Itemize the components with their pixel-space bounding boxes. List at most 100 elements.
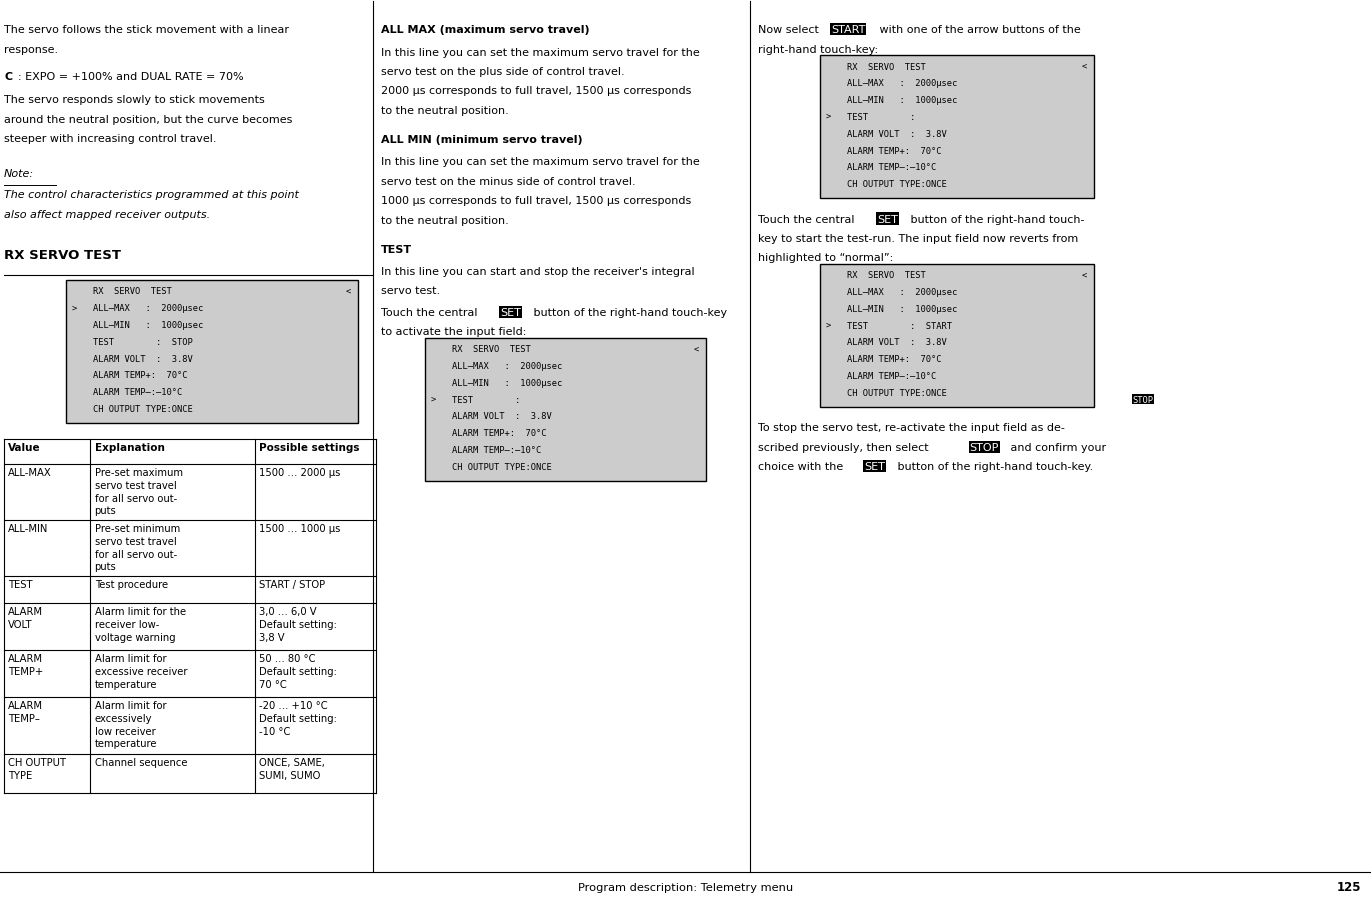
Text: 1000 µs corresponds to full travel, 1500 µs corresponds: 1000 µs corresponds to full travel, 1500… [381,196,691,206]
Text: Pre-set minimum
servo test travel
for all servo out-
puts: Pre-set minimum servo test travel for al… [95,523,180,572]
Text: button of the right-hand touch-key.: button of the right-hand touch-key. [894,462,1093,472]
Text: CH OUTPUT TYPE:ONCE: CH OUTPUT TYPE:ONCE [847,389,947,398]
Text: ALARM TEMP+:  70°C: ALARM TEMP+: 70°C [847,146,942,155]
Text: right-hand touch-key:: right-hand touch-key: [758,44,879,55]
Text: Pre-set maximum
servo test travel
for all servo out-
puts: Pre-set maximum servo test travel for al… [95,467,182,516]
Text: Touch the central: Touch the central [381,308,481,318]
Text: : EXPO = +100% and DUAL RATE = 70%: : EXPO = +100% and DUAL RATE = 70% [18,72,244,82]
FancyBboxPatch shape [820,56,1094,198]
Text: also affect mapped receiver outputs.: also affect mapped receiver outputs. [4,209,210,219]
Text: choice with the: choice with the [758,462,847,472]
Text: ALL-MAX: ALL-MAX [8,467,52,477]
Text: ALARM TEMP–:–10°C: ALARM TEMP–:–10°C [847,163,936,172]
Text: CH OUTPUT TYPE:ONCE: CH OUTPUT TYPE:ONCE [93,404,193,413]
Text: ALARM TEMP+:  70°C: ALARM TEMP+: 70°C [847,354,942,364]
Text: >: > [825,321,831,330]
Text: TEST        :  START: TEST : START [847,321,953,330]
Text: RX  SERVO  TEST: RX SERVO TEST [847,62,925,71]
Text: response.: response. [4,44,58,55]
Text: In this line you can start and stop the receiver's integral: In this line you can start and stop the … [381,267,695,277]
Text: <: < [345,287,351,296]
Text: Touch the central: Touch the central [758,215,858,225]
Text: <: < [1082,62,1087,71]
Text: SET: SET [864,462,884,472]
Text: -20 … +10 °C
Default setting:
-10 °C: -20 … +10 °C Default setting: -10 °C [259,700,337,736]
Text: Program description: Telemetry menu: Program description: Telemetry menu [579,881,792,892]
Text: to activate the input field:: to activate the input field: [381,327,526,336]
Text: <: < [1082,271,1087,280]
Text: ALL MIN (minimum servo travel): ALL MIN (minimum servo travel) [381,134,583,145]
Text: Note:: Note: [4,169,34,179]
Text: with one of the arrow buttons of the: with one of the arrow buttons of the [876,25,1080,35]
Text: scribed previously, then select: scribed previously, then select [758,442,932,452]
Text: >: > [825,113,831,122]
Text: The servo follows the stick movement with a linear: The servo follows the stick movement wit… [4,25,289,35]
Text: ALARM TEMP+:  70°C: ALARM TEMP+: 70°C [93,371,188,380]
Text: ALARM TEMP–:–10°C: ALARM TEMP–:–10°C [93,388,182,397]
Text: RX SERVO TEST: RX SERVO TEST [4,248,121,262]
Text: START / STOP: START / STOP [259,579,325,589]
Text: CH OUTPUT TYPE:ONCE: CH OUTPUT TYPE:ONCE [452,462,553,471]
Text: >: > [71,304,77,313]
Text: Alarm limit for
excessive receiver
temperature: Alarm limit for excessive receiver tempe… [95,653,186,689]
Text: ALARM TEMP–:–10°C: ALARM TEMP–:–10°C [847,372,936,381]
Text: C: C [4,72,12,82]
Text: RX  SERVO  TEST: RX SERVO TEST [847,271,925,280]
Text: ALARM VOLT  :  3.8V: ALARM VOLT : 3.8V [847,338,947,347]
Text: ALL–MAX   :  2000μsec: ALL–MAX : 2000μsec [847,79,957,88]
Text: Test procedure: Test procedure [95,579,167,589]
Text: The servo responds slowly to stick movements: The servo responds slowly to stick movem… [4,95,265,105]
Text: to the neutral position.: to the neutral position. [381,106,509,115]
Text: 1500 … 1000 µs: 1500 … 1000 µs [259,523,340,533]
Text: TEST        :  STOP: TEST : STOP [93,337,193,346]
Text: ALARM
VOLT: ALARM VOLT [8,606,44,629]
Text: ALL–MAX   :  2000μsec: ALL–MAX : 2000μsec [847,288,957,297]
Text: SET: SET [500,308,521,318]
Text: 2000 µs corresponds to full travel, 1500 µs corresponds: 2000 µs corresponds to full travel, 1500… [381,87,691,97]
Text: Channel sequence: Channel sequence [95,757,186,767]
Text: In this line you can set the maximum servo travel for the: In this line you can set the maximum ser… [381,48,699,58]
Text: ALL–MAX   :  2000μsec: ALL–MAX : 2000μsec [93,304,203,313]
Text: TEST: TEST [381,244,413,254]
Text: STOP: STOP [969,442,999,452]
Text: START: START [831,25,865,35]
Text: ALL–MIN   :  1000μsec: ALL–MIN : 1000μsec [452,378,562,387]
Text: In this line you can set the maximum servo travel for the: In this line you can set the maximum ser… [381,157,699,167]
Text: and confirm your: and confirm your [1006,442,1106,452]
FancyBboxPatch shape [425,338,706,481]
Text: >: > [430,395,436,404]
Text: Possible settings: Possible settings [259,442,359,452]
Text: ALL MAX (maximum servo travel): ALL MAX (maximum servo travel) [381,25,590,35]
Text: TEST        :: TEST : [847,113,925,122]
Text: ALARM VOLT  :  3.8V: ALARM VOLT : 3.8V [452,412,553,421]
Text: 1500 … 2000 µs: 1500 … 2000 µs [259,467,340,477]
Text: Alarm limit for the
receiver low-
voltage warning: Alarm limit for the receiver low- voltag… [95,606,185,642]
Text: ONCE, SAME,
SUMI, SUMO: ONCE, SAME, SUMI, SUMO [259,757,325,779]
Text: ALARM VOLT  :  3.8V: ALARM VOLT : 3.8V [847,130,947,139]
Text: ALL-MIN: ALL-MIN [8,523,48,533]
Text: ALARM
TEMP+: ALARM TEMP+ [8,653,44,676]
Text: servo test on the plus side of control travel.: servo test on the plus side of control t… [381,67,625,77]
Text: button of the right-hand touch-key: button of the right-hand touch-key [531,308,728,318]
Text: key to start the test-run. The input field now reverts from: key to start the test-run. The input fie… [758,234,1079,244]
Text: ALARM TEMP–:–10°C: ALARM TEMP–:–10°C [452,446,542,455]
Text: ALARM VOLT  :  3.8V: ALARM VOLT : 3.8V [93,354,193,364]
Text: ALL–MIN   :  1000μsec: ALL–MIN : 1000μsec [93,320,203,329]
Text: ALL–MIN   :  1000μsec: ALL–MIN : 1000μsec [847,305,957,314]
Text: ALL–MIN   :  1000μsec: ALL–MIN : 1000μsec [847,97,957,106]
Text: around the neutral position, but the curve becomes: around the neutral position, but the cur… [4,115,292,124]
Text: 125: 125 [1337,880,1361,893]
Text: to the neutral position.: to the neutral position. [381,216,509,226]
Text: <: < [694,345,699,354]
Text: To stop the servo test, re-activate the input field as de-: To stop the servo test, re-activate the … [758,423,1065,433]
Text: SET: SET [877,215,898,225]
Text: CH OUTPUT
TYPE: CH OUTPUT TYPE [8,757,66,779]
Text: Now select: Now select [758,25,823,35]
Text: TEST: TEST [8,579,33,589]
Text: highlighted to “normal”:: highlighted to “normal”: [758,253,894,263]
Text: 3,0 … 6,0 V
Default setting:
3,8 V: 3,0 … 6,0 V Default setting: 3,8 V [259,606,337,642]
Text: TEST        :: TEST : [452,395,531,404]
Text: STOP: STOP [1132,395,1153,404]
Text: 50 … 80 °C
Default setting:
70 °C: 50 … 80 °C Default setting: 70 °C [259,653,337,689]
Text: Explanation: Explanation [95,442,165,452]
